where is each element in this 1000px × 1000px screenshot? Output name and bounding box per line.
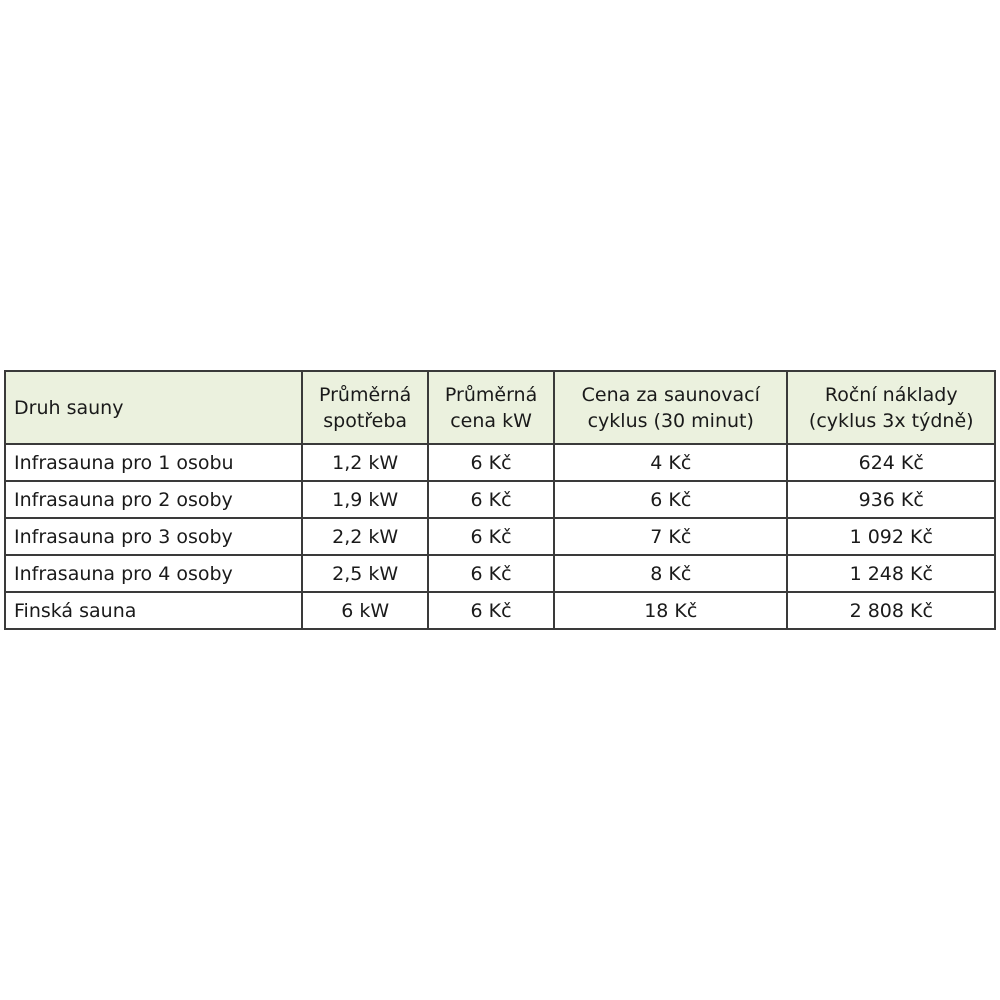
cell-consumption: 2,2 kW <box>301 517 430 556</box>
cell-sauna-type: Infrasauna pro 1 osobu <box>3 443 304 482</box>
header-avg-price-kw: Průměrná cena kW <box>427 370 556 445</box>
cell-sauna-type: Infrasauna pro 2 osoby <box>3 480 304 519</box>
table-row: Infrasauna pro 3 osoby 2,2 kW 6 Kč 7 Kč 1 09… <box>3 517 996 556</box>
header-cycle-price: Cena za saunovací cyklus (30 minut) <box>553 370 789 445</box>
header-line: Průměrná <box>318 383 412 406</box>
header-line: cena kW <box>450 409 532 432</box>
cell-cycle-price: 8 Kč <box>553 554 789 593</box>
cell-price-kw: 6 Kč <box>427 443 556 482</box>
header-line: Roční náklady <box>824 383 958 406</box>
cell-cycle-price: 6 Kč <box>553 480 789 519</box>
table-header: Druh sauny Průměrná spotřeba Průměrná cena… <box>3 370 996 445</box>
table-row: Infrasauna pro 1 osobu 1,2 kW 6 Kč 4 Kč 624 … <box>3 443 996 482</box>
cell-consumption: 1,9 kW <box>301 480 430 519</box>
cell-price-kw: 6 Kč <box>427 517 556 556</box>
header-sauna-type: Druh sauny <box>3 370 304 445</box>
cell-consumption: 6 kW <box>301 591 430 630</box>
header-line: (cyklus 3x týdně) <box>808 409 974 432</box>
cell-price-kw: 6 Kč <box>427 591 556 630</box>
cell-sauna-type: Infrasauna pro 4 osoby <box>3 554 304 593</box>
cell-annual-cost: 1 092 Kč <box>786 517 996 556</box>
cell-annual-cost: 624 Kč <box>786 443 996 482</box>
header-line: Cena za saunovací <box>581 383 760 406</box>
cell-sauna-type: Finská sauna <box>3 591 304 630</box>
cell-cycle-price: 18 Kč <box>553 591 789 630</box>
header-annual-cost: Roční náklady (cyklus 3x týdně) <box>786 370 996 445</box>
header-line: spotřeba <box>323 409 408 432</box>
cell-cycle-price: 7 Kč <box>553 517 789 556</box>
header-line: Druh sauny <box>14 396 124 419</box>
cell-annual-cost: 2 808 Kč <box>786 591 996 630</box>
table-body: Infrasauna pro 1 osobu 1,2 kW 6 Kč 4 Kč 624 … <box>3 443 996 630</box>
cell-consumption: 2,5 kW <box>301 554 430 593</box>
cell-price-kw: 6 Kč <box>427 480 556 519</box>
header-line: Průměrná <box>444 383 538 406</box>
cell-price-kw: 6 Kč <box>427 554 556 593</box>
cell-sauna-type: Infrasauna pro 3 osoby <box>3 517 304 556</box>
header-avg-consumption: Průměrná spotřeba <box>301 370 430 445</box>
header-row: Druh sauny Průměrná spotřeba Průměrná cena… <box>3 370 996 445</box>
table-row: Finská sauna 6 kW 6 Kč 18 Kč 2 808 Kč <box>3 591 996 630</box>
sauna-cost-table: Druh sauny Průměrná spotřeba Průměrná cena… <box>3 370 996 630</box>
cell-annual-cost: 1 248 Kč <box>786 554 996 593</box>
table-row: Infrasauna pro 4 osoby 2,5 kW 6 Kč 8 Kč 1 24… <box>3 554 996 593</box>
cell-annual-cost: 936 Kč <box>786 480 996 519</box>
table-row: Infrasauna pro 2 osoby 1,9 kW 6 Kč 6 Kč 936 … <box>3 480 996 519</box>
cell-consumption: 1,2 kW <box>301 443 430 482</box>
cell-cycle-price: 4 Kč <box>553 443 789 482</box>
header-line: cyklus (30 minut) <box>587 409 754 432</box>
